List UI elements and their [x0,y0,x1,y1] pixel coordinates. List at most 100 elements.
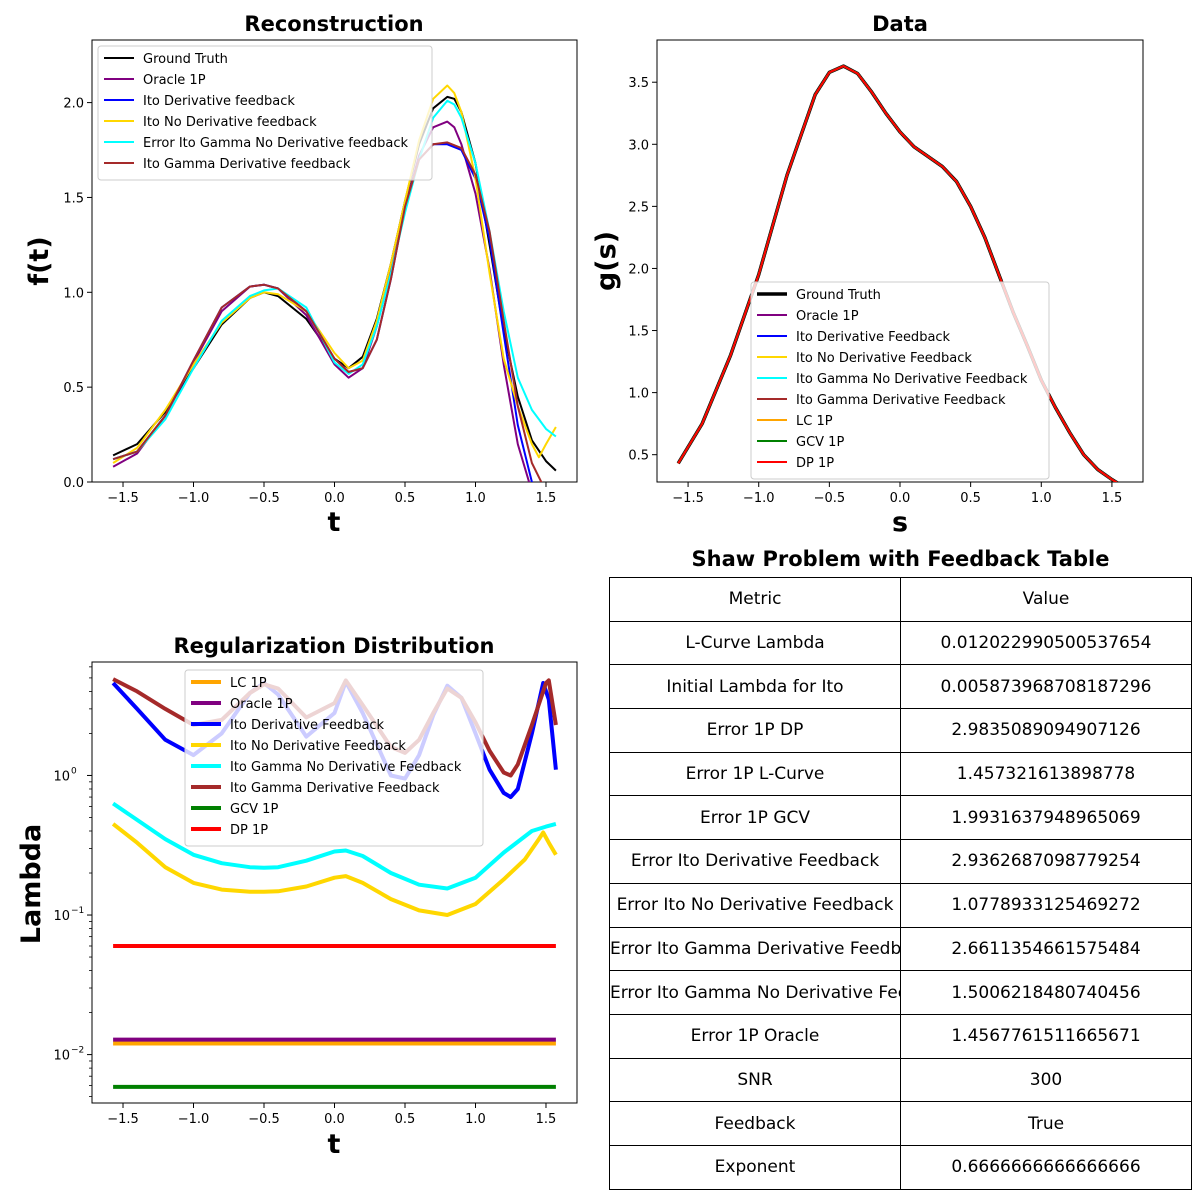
table-row: Error 1P GCV 1.9931637948965069 [609,795,1192,841]
y-tick-label: 3.5 [628,76,649,91]
metric-cell: L-Curve Lambda [609,620,901,666]
series-line-gcv-1p [677,65,1118,482]
y-tick-label: 3.0 [628,138,649,153]
data-plot-area [656,39,1144,483]
data-title: Data [872,12,928,36]
metric-cell: Error Ito Gamma Derivative Feedback [609,926,901,972]
value-cell: 0.005873968708187296 [900,664,1192,710]
value-cell: 2.9835089094907126 [900,708,1192,753]
y-tick-label: 10 [53,1049,70,1064]
series-line-oracle-1p [112,120,531,482]
value-cell: 1.9931637948965069 [900,795,1192,841]
value-cell: 2.6611354661575484 [900,926,1192,972]
x-tick-label: 0.0 [324,1112,345,1127]
metrics-table: Metric Value L-Curve Lambda 0.01202299050… [609,577,1192,1190]
legend-label: Ito Derivative feedback [143,94,295,109]
metric-cell: Error 1P Oracle [609,1013,901,1059]
reconstruction-title: Reconstruction [244,12,423,36]
legend-label: Ground Truth [143,52,228,67]
x-tick-label: 0.0 [890,491,911,506]
value-cell: 1.5006218480740456 [900,970,1192,1015]
x-tick-label: −0.5 [248,491,280,506]
series-line-ito-no-derivative-feedback [112,84,557,464]
metric-cell: Error 1P GCV [609,795,901,841]
x-tick-label: −0.5 [248,1112,280,1127]
table-row: Error 1P DP 2.9835089094907126 [609,708,1192,753]
y-tick-label: 2.0 [63,97,84,112]
metric-cell: Error 1P DP [609,708,901,753]
value-cell: 1.4567761511665671 [900,1013,1192,1059]
y-tick-label: 0.5 [628,449,649,464]
series-line-ito-no-derivative-feedback [111,822,558,917]
series-line-lc-1p [677,65,1118,482]
x-tick-label: −1.0 [178,491,210,506]
x-tick-label: 0.0 [324,491,345,506]
metric-cell: SNR [609,1057,901,1103]
legend-label: Ground Truth [796,288,881,303]
regularization-title: Regularization Distribution [174,634,495,658]
table-row: Feedback True [609,1101,1192,1146]
series-line-ito-gamma-no-derivative-feedback [677,65,1118,482]
legend-label: Ito Derivative Feedback [796,330,951,345]
x-tick-label: 0.5 [960,491,981,506]
legend-label: Oracle 1P [230,697,293,712]
series-line-oracle-1p [677,65,1118,482]
y-tick-label: 2.0 [628,262,649,277]
table-row: Exponent 0.6666666666666666 [609,1144,1192,1190]
data-legend: Ground Truth Oracle 1P Ito Derivative Feed… [750,281,1050,480]
value-cell: 1.0778933125469272 [900,882,1192,928]
x-tick-label: −0.5 [814,491,846,506]
legend-label: DP 1P [230,823,268,838]
reconstruction-plot-area [91,39,578,483]
x-tick-label: −1.0 [743,491,775,506]
y-tick-label: 2.5 [628,200,649,215]
y-tick-label: 1.0 [63,286,84,301]
metric-cell: Error 1P L-Curve [609,751,901,797]
series-line-dp-1p [677,65,1118,482]
metrics-table-section: Shaw Problem with Feedback Table Metric … [609,547,1192,1190]
table-row: L-Curve Lambda 0.012022990500537654 [609,620,1192,666]
series-line-ito-no-derivative-feedback [677,65,1118,482]
table-row: Error Ito Gamma No Derivative Feedback1.… [609,970,1192,1015]
table-row: Error Ito Derivative Feedback 2.936268709… [609,839,1192,884]
series-line-ito-gamma-derivative-feedback [112,141,543,482]
value-cell: 2.9362687098779254 [900,839,1192,884]
legend-label: Ito No Derivative feedback [143,115,317,130]
legend-label: Ito Gamma No Derivative Feedback [796,372,1028,387]
series-line-ito-gamma-derivative-feedback [112,677,558,778]
table-row: Error 1P Oracle 1.4567761511665671 [609,1013,1192,1059]
x-tick-label: −1.5 [107,491,139,506]
legend-label: Ito Gamma Derivative feedback [143,157,351,172]
table-row: SNR 300 [609,1057,1192,1103]
x-tick-label: 1.5 [1102,491,1123,506]
metric-cell: Error Ito Gamma No Derivative Feedback [609,970,901,1015]
table-row: Error Ito No Derivative Feedback 1.077893… [609,882,1192,928]
metric-cell: Initial Lambda for Ito [609,664,901,710]
x-tick-label: 1.5 [536,491,557,506]
legend-box [750,281,1050,480]
legend-label: Ito No Derivative Feedback [230,739,406,754]
metric-cell: Exponent [609,1144,901,1190]
y-tick-label: 1.5 [628,325,649,340]
metric-cell: Error Ito Derivative Feedback [609,839,901,884]
series-line-ito-derivative-feedback [112,143,534,482]
legend-label: DP 1P [796,456,834,471]
legend-label: LC 1P [230,676,267,691]
series-line-ito-derivative-feedback [111,679,558,800]
table-row: Error 1P L-Curve 1.457321613898778 [609,751,1192,797]
series-line-ito-derivative-feedback [677,65,1118,482]
legend-label: Ito No Derivative Feedback [796,351,972,366]
series-line-ito-gamma-derivative-feedback [677,65,1118,482]
y-tick-label: 10 [53,909,70,924]
regularization-legend: LC 1P Oracle 1P Ito Derivative Feedback Ito… [184,669,484,847]
legend-label: Ito Gamma No Derivative Feedback [230,760,462,775]
x-tick-label: 1.0 [1031,491,1052,506]
value-cell: True [900,1101,1192,1146]
legend-label: Oracle 1P [143,73,206,88]
y-tick-label: 10 [53,769,70,784]
x-tick-label: −1.5 [107,1112,139,1127]
header-metric: Metric [609,577,901,622]
metric-cell: Error Ito No Derivative Feedback [609,882,901,928]
table-row: Error Ito Gamma Derivative Feedback 2.661… [609,926,1192,972]
x-tick-label: 1.5 [536,1112,557,1127]
